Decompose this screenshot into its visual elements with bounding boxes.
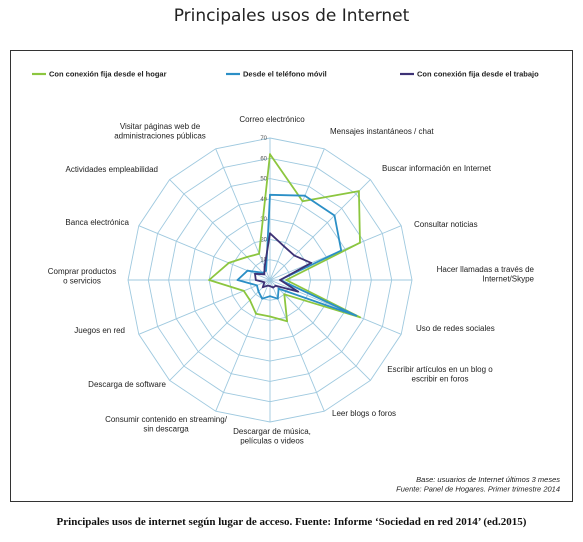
tick-label: 10 xyxy=(260,258,267,264)
category-label: Juegos en red xyxy=(74,326,125,335)
data-point xyxy=(246,256,248,258)
data-point xyxy=(261,271,264,274)
tick-labels: 10 20 30 40 50 60 70 xyxy=(260,136,267,264)
data-point xyxy=(272,286,274,289)
data-point xyxy=(359,241,361,244)
data-point xyxy=(236,279,239,281)
category-label: Escribir artículos en un blog o escribir … xyxy=(387,365,493,384)
category-label: Actividades empleabilidad xyxy=(66,165,159,174)
data-point xyxy=(263,281,266,284)
data-point xyxy=(242,290,245,292)
data-point xyxy=(269,153,271,156)
grid-spoke xyxy=(215,279,271,412)
legend-label: Desde el teléfono móvil xyxy=(243,70,327,79)
tick-label: 20 xyxy=(260,237,267,243)
data-point xyxy=(269,285,271,287)
data-point xyxy=(286,320,288,323)
category-label: Uso de redes sociales xyxy=(416,324,495,333)
category-label: Buscar información en Internet xyxy=(382,164,492,173)
data-point xyxy=(293,254,296,257)
category-label: Correo electrónico xyxy=(239,115,305,124)
grid-spoke xyxy=(169,279,271,381)
data-point xyxy=(285,279,288,281)
data-point xyxy=(261,297,264,300)
category-label: Comprar productos o servicios xyxy=(48,267,116,286)
grid-spoke xyxy=(138,279,271,335)
figure-caption: Principales usos de internet según lugar… xyxy=(56,516,527,528)
category-label: Banca electrónica xyxy=(65,218,129,227)
data-point xyxy=(208,279,211,281)
data-point xyxy=(255,312,257,315)
category-label: Leer blogs o foros xyxy=(332,409,396,418)
series-layer xyxy=(208,153,361,323)
category-label: Hacer llamadas a través de Internet/Skype xyxy=(437,265,535,284)
category-label: Mensajes instantáneos / chat xyxy=(330,127,434,136)
data-point xyxy=(269,193,271,196)
category-label: Descargar de música, películas o videos xyxy=(233,427,311,446)
data-point xyxy=(263,273,266,276)
grid-spoke xyxy=(269,279,371,381)
data-point xyxy=(310,262,313,264)
category-label: Consultar noticias xyxy=(414,220,478,229)
grid-spoke xyxy=(169,179,271,281)
data-point xyxy=(263,266,266,268)
data-point xyxy=(279,279,281,281)
category-label: Visitar páginas web de administraciones p… xyxy=(114,122,206,141)
grid-spoke xyxy=(269,279,402,335)
chart-notes: Base: usuarios de Internet últimos 3 mes… xyxy=(396,475,560,494)
data-point xyxy=(274,284,277,287)
chart-note: Base: usuarios de Internet últimos 3 mes… xyxy=(416,475,560,484)
tick-label: 50 xyxy=(260,177,267,183)
data-point xyxy=(340,249,343,252)
data-point xyxy=(276,297,279,300)
data-point xyxy=(254,279,257,281)
tick-label: 70 xyxy=(260,136,267,142)
data-point xyxy=(265,269,267,272)
data-point xyxy=(227,262,230,264)
data-point xyxy=(246,269,249,272)
axis-labels: Correo electrónico Mensajes instantáneos … xyxy=(48,115,535,446)
data-point xyxy=(258,252,260,255)
data-point xyxy=(249,299,251,301)
page-title: Principales usos de Internet xyxy=(173,6,410,26)
data-point xyxy=(301,200,304,203)
data-point xyxy=(355,314,358,317)
chart-frame xyxy=(10,50,573,502)
data-point xyxy=(256,284,258,287)
category-label: Descarga de software xyxy=(88,380,166,389)
chart-note: Fuente: Panel de Hogares. Primer trimest… xyxy=(396,485,560,494)
data-point xyxy=(254,272,256,275)
data-point xyxy=(359,316,361,319)
grid-spoke xyxy=(269,279,325,412)
data-point xyxy=(269,295,271,298)
data-point xyxy=(257,290,260,293)
legend: Con conexión fija desde el hogar Desde el… xyxy=(32,70,539,79)
data-point xyxy=(358,190,360,193)
data-point xyxy=(266,284,269,287)
radar-chart: Con conexión fija desde el hogar Desde el… xyxy=(32,70,560,494)
category-label: Consumir contenido en streaming/sin desc… xyxy=(105,415,228,434)
tick-label: 30 xyxy=(260,217,267,223)
legend-label: Con conexión fija desde el hogar xyxy=(49,70,167,79)
data-point xyxy=(297,290,299,293)
grid-spoke xyxy=(269,148,325,281)
grid-spoke xyxy=(215,148,271,281)
radar-grid xyxy=(127,137,413,423)
data-point xyxy=(261,286,264,289)
data-point xyxy=(304,194,306,197)
data-point xyxy=(283,245,285,248)
tick-label: 60 xyxy=(260,156,267,162)
data-point xyxy=(277,287,280,290)
data-point xyxy=(283,293,286,296)
data-point xyxy=(269,315,271,318)
data-point xyxy=(333,214,336,217)
legend-label: Con conexión fija desde el trabajo xyxy=(417,70,539,79)
data-point xyxy=(269,232,271,235)
grid-spoke xyxy=(269,179,371,281)
tick-label: 40 xyxy=(260,197,267,203)
